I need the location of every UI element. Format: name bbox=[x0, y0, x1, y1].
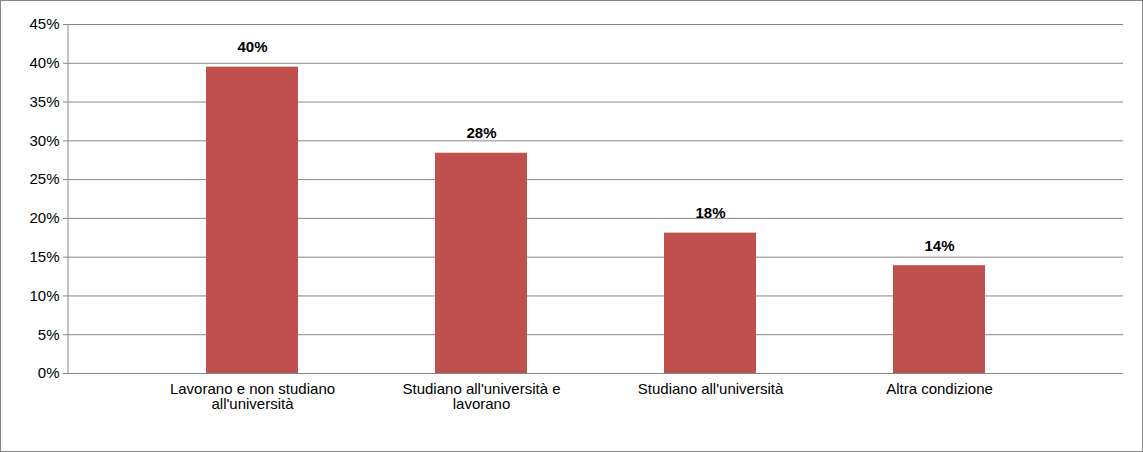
svg-text:Lavorano e non studianoall'uni: Lavorano e non studianoall'università bbox=[170, 380, 335, 412]
svg-text:15%: 15% bbox=[29, 248, 59, 265]
svg-text:25%: 25% bbox=[29, 170, 59, 187]
svg-text:18%: 18% bbox=[695, 204, 725, 221]
svg-text:10%: 10% bbox=[29, 287, 59, 304]
svg-text:45%: 45% bbox=[29, 15, 59, 32]
svg-text:30%: 30% bbox=[29, 132, 59, 149]
svg-text:Studiano all'università elavor: Studiano all'università elavorano bbox=[403, 380, 561, 412]
svg-text:5%: 5% bbox=[38, 326, 60, 343]
svg-text:14%: 14% bbox=[924, 236, 954, 253]
svg-text:Altra condizione: Altra condizione bbox=[886, 380, 993, 397]
svg-text:35%: 35% bbox=[29, 93, 59, 110]
svg-text:28%: 28% bbox=[466, 124, 496, 141]
svg-text:40%: 40% bbox=[237, 38, 267, 55]
svg-text:40%: 40% bbox=[29, 54, 59, 71]
svg-text:20%: 20% bbox=[29, 209, 59, 226]
svg-text:0%: 0% bbox=[38, 364, 60, 381]
svg-text:Studiano all'università: Studiano all'università bbox=[638, 380, 784, 397]
